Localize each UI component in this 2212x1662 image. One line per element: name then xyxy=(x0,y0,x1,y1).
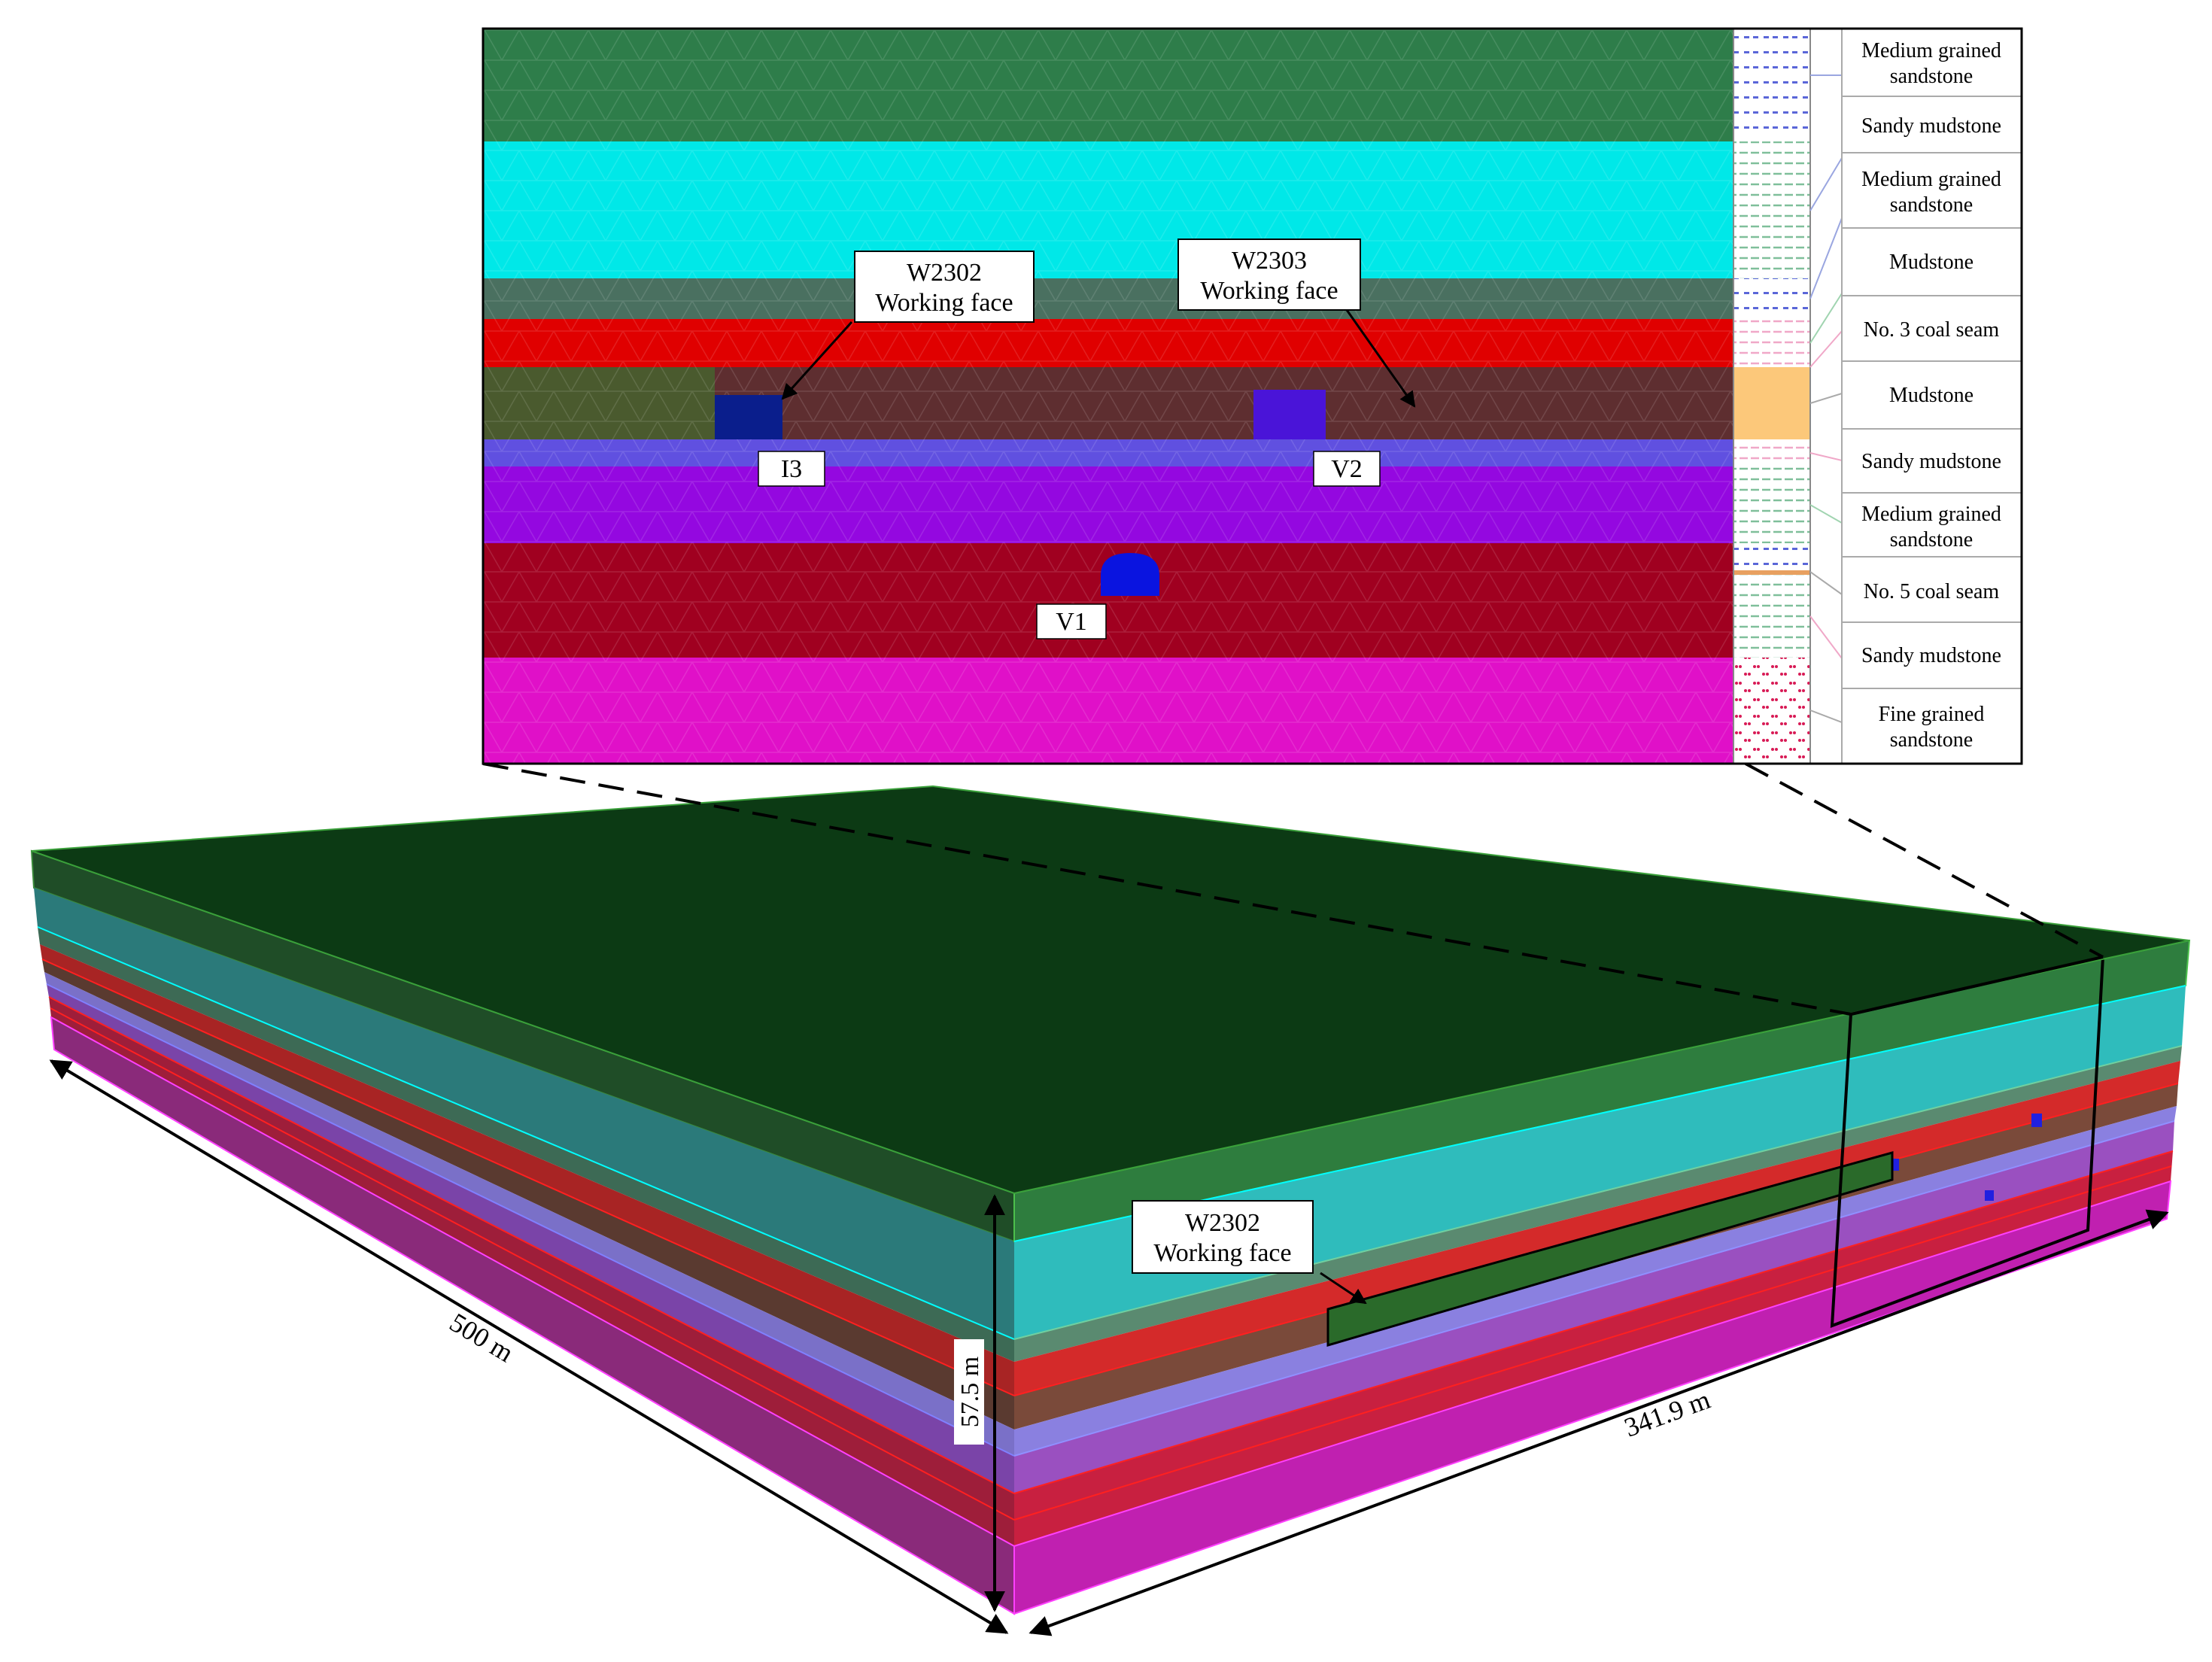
legend-label: Mudstone xyxy=(1889,384,1973,407)
label-i3-box xyxy=(758,451,825,487)
callout-3d-line1: W2302 xyxy=(1185,1209,1260,1237)
callout-3d-box xyxy=(1132,1200,1314,1274)
callout-w2302-line1: W2302 xyxy=(907,259,982,287)
column-sandy-mudstone-lower xyxy=(1733,575,1810,658)
label-v2: V2 xyxy=(1331,455,1363,483)
column-medium-sandstone xyxy=(1733,466,1810,543)
strata-legend: Medium grained sandstone Sandy mudstone … xyxy=(1841,28,2022,764)
label-v1: V1 xyxy=(1056,608,1087,636)
column-sandy-mudstone-thin xyxy=(1733,439,1810,466)
legend-label: Sandy mudstone xyxy=(1861,114,2001,138)
roadway-v1 xyxy=(1101,553,1159,596)
right-layer-line xyxy=(1013,985,2186,1242)
callout-3d-leader xyxy=(1320,1272,1367,1305)
callout-3d-line2: Working face xyxy=(1153,1239,1291,1267)
legend-label: sandstone xyxy=(1890,65,1973,88)
legend-label: sandstone xyxy=(1890,728,1973,752)
legend-label: No. 5 coal seam xyxy=(1864,580,2000,603)
legend-item: Fine grained sandstone xyxy=(1841,688,2022,764)
dim-width-arrow xyxy=(1029,1209,2169,1636)
column-mudstone-orange xyxy=(1733,367,1810,439)
legend-item: Mudstone xyxy=(1841,360,2022,430)
legend-label: Medium grained xyxy=(1861,39,2001,62)
legend-label: Sandy mudstone xyxy=(1861,644,2001,667)
roadway-mark xyxy=(2031,1114,2042,1127)
legend-item: Medium grained sandstone xyxy=(1841,152,2022,229)
legend-item: Mudstone xyxy=(1841,227,2022,296)
callout-w2302-box xyxy=(854,251,1035,323)
column-mudstone-green xyxy=(1733,278,1810,319)
column-no5-coal-line xyxy=(1733,570,1810,575)
projection-lines xyxy=(482,762,2104,1016)
legend-label: sandstone xyxy=(1890,193,1973,217)
callout-w2303-line1: W2303 xyxy=(1232,247,1307,275)
label-v2-box xyxy=(1313,451,1381,487)
roadway-v2 xyxy=(1253,390,1326,439)
callout-w2302-3d: W2302 Working face xyxy=(1132,1200,1367,1305)
legend-label: No. 3 coal seam xyxy=(1864,318,2000,342)
section-cut-top-edge xyxy=(1850,956,2104,1016)
callout-w2303-box xyxy=(1177,239,1361,311)
label-v1-box xyxy=(1036,603,1107,640)
dim-length-arrow xyxy=(49,1059,1009,1634)
legend-label: Medium grained xyxy=(1861,168,2001,191)
legend-item: Medium grained sandstone xyxy=(1841,28,2022,97)
model-3d xyxy=(30,785,2191,1615)
callout-w2302-leader xyxy=(781,321,853,400)
legend-item: Sandy mudstone xyxy=(1841,428,2022,494)
column-no5-coal xyxy=(1733,543,1810,570)
legend-item: Sandy mudstone xyxy=(1841,621,2022,689)
legend-item: Sandy mudstone xyxy=(1841,96,2022,153)
legend-label: Medium grained xyxy=(1861,503,2001,526)
section-2d: I3 V2 V1 W2302 Working face W2303 Workin… xyxy=(482,27,2023,765)
column-no3-coal xyxy=(1733,319,1810,367)
column-sandy-mudstone xyxy=(1733,141,1810,278)
section-outline xyxy=(482,27,2023,765)
column-medium-sandstone-top xyxy=(1733,29,1810,141)
column-fine-sandstone xyxy=(1733,658,1810,764)
legend-label: Fine grained xyxy=(1879,703,1985,726)
dim-height-label-box xyxy=(954,1339,984,1445)
callout-w2303-leader xyxy=(1345,309,1416,408)
legend-item: No. 5 coal seam xyxy=(1841,556,2022,623)
roadway-mark xyxy=(1985,1190,1994,1201)
projection-line-right xyxy=(1745,762,2104,959)
strata-column xyxy=(1733,29,1811,764)
callout-w2303-line2: Working face xyxy=(1200,277,1338,305)
roadway-i3 xyxy=(715,395,782,439)
label-i3: I3 xyxy=(781,455,802,483)
section-mesh-overlay xyxy=(483,29,1733,764)
legend-item: No. 3 coal seam xyxy=(1841,295,2022,362)
legend-label: Sandy mudstone xyxy=(1861,450,2001,473)
callout-w2302-line2: Working face xyxy=(875,289,1013,317)
legend-item: Medium grained sandstone xyxy=(1841,492,2022,558)
legend-label: sandstone xyxy=(1890,528,1973,551)
dim-height-label: 57.5 m xyxy=(956,1357,984,1427)
legend-label: Mudstone xyxy=(1889,251,1973,274)
projection-line-left xyxy=(482,762,1852,1016)
